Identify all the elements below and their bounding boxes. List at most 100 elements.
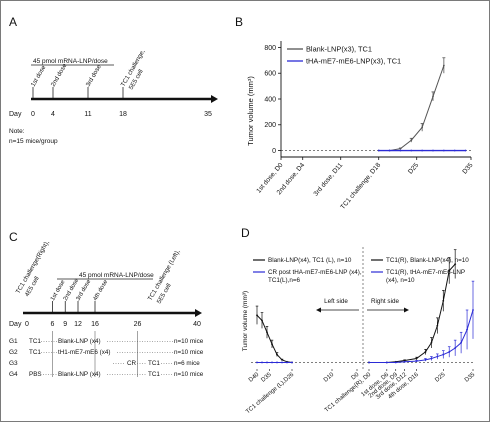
panel-a-event-label: 2nd dose	[50, 62, 69, 88]
panel-d-point	[256, 361, 258, 364]
panel-c-group-id: G1	[9, 338, 18, 345]
panel-c-tick-label: 40	[193, 321, 201, 328]
panel-d-point	[472, 309, 474, 311]
panel-b-y-tick-label: 600	[264, 71, 276, 78]
panel-a-dose-label: 45 pmol mRNA-LNP/dose	[33, 58, 108, 65]
panel-d-chart: Blank-LNP(x4), TC1 (L), n=10 CR post tHA-…	[242, 247, 477, 415]
panel-d-point	[430, 341, 433, 344]
panel-d-point	[281, 361, 283, 364]
panel-d-point	[424, 358, 427, 361]
panel-b-y-tick-label: 0	[272, 148, 276, 155]
panel-c-group-challenge: TC1	[148, 360, 160, 367]
panel-d-legend: Blank-LNP(x4), TC1 (L), n=10 CR post tHA-…	[253, 257, 469, 284]
panel-d-legend-label: TC1(R), Blank-LNP(x4), n=10	[386, 257, 469, 264]
panel-c-arrowhead	[195, 309, 202, 317]
panel-b-legend: Blank-LNP(x3), TC1 tHA-mE7-mE6-LNP(x3), T…	[287, 45, 401, 66]
panel-c-tick-label: 6	[51, 321, 55, 328]
panel-b-point	[432, 95, 434, 98]
panel-d-series	[255, 249, 475, 364]
panel-d-point	[436, 324, 439, 327]
panel-b-x-tick-label: D25	[407, 162, 420, 176]
panel-b-point	[399, 147, 402, 150]
panel-b-point	[421, 149, 424, 152]
panel-c-day-label: Day	[9, 321, 22, 328]
panel-b-point	[410, 139, 413, 142]
panel-b-x-tick-label: D35	[461, 162, 474, 176]
panel-b-point	[442, 149, 445, 152]
panel-c-group-id: G3	[9, 360, 18, 367]
panel-c-tick-label: 9	[63, 321, 67, 328]
panel-b-point	[377, 149, 380, 152]
panel-a-note: Note:	[9, 128, 25, 135]
panel-a-note-n: n=15 mice/group	[9, 138, 58, 145]
panel-c-groups: G1 TC1 Blank-LNP (x4) n=10 mice G2 TC1 tH1-mE7…	[9, 338, 204, 378]
panel-c-group-first: TC1	[29, 349, 41, 356]
panel-b-x-tick-label: 3rd dose, D11	[313, 162, 345, 198]
panel-d-point	[454, 263, 457, 266]
panel-b-point	[410, 149, 413, 152]
panel-c-group-cr: CR	[127, 360, 137, 367]
panel-d-point	[442, 353, 445, 356]
panel-c-tick-label: 16	[91, 321, 99, 328]
panel-d-x-tick-label: D40	[248, 372, 261, 384]
panel-b-x-tick-label: TC1 challenge, D18	[339, 162, 382, 211]
panel-d-right-side-label: Right side	[371, 298, 399, 305]
panel-a-event-label: 3rd dose	[85, 63, 103, 88]
panel-b-series-line	[378, 65, 445, 152]
panel-c-dose-label: 45 pmol mRNA-LNP/dose	[79, 272, 154, 279]
panel-d-point	[276, 353, 278, 356]
panel-d-point	[436, 355, 439, 358]
panel-d-point	[442, 299, 445, 302]
panel-d-point	[430, 357, 433, 360]
panel-c-tick-label: 0	[25, 321, 29, 328]
panel-d-left-arrowhead	[316, 307, 321, 313]
panel-b-point	[464, 149, 467, 152]
panel-a-tick-label: 11	[84, 111, 91, 118]
panel-d-point	[394, 361, 397, 364]
panel-d-x-tick-label: D10	[323, 372, 336, 384]
panel-c-group-treatment: Blank-LNP (x4)	[58, 371, 101, 378]
panel-letter-d: D	[241, 226, 250, 240]
panel-a-tick-label: 35	[204, 111, 212, 118]
panel-b-legend-label: Blank-LNP(x3), TC1	[306, 45, 372, 54]
panel-a-day-label: Day	[9, 111, 22, 118]
panel-d-point	[454, 347, 457, 349]
panel-c-group-n: n=10 mice	[174, 371, 204, 378]
panel-d-x-tick-label: D25	[434, 372, 447, 384]
panel-b-point	[388, 149, 391, 152]
panel-d-legend-label-cont: (x4), n=10	[386, 277, 415, 284]
panel-d-point	[415, 357, 418, 360]
panel-c-timeline: TC1 challenge(Right), 4E5 cell 45 pmol m…	[9, 239, 204, 378]
panel-c-guide-lines	[52, 331, 138, 377]
panel-d-point	[368, 361, 370, 364]
panel-c-tick-label: 12	[74, 321, 82, 328]
panel-d-point	[281, 358, 283, 361]
panel-c-group-id: G2	[9, 349, 18, 356]
panel-a-tick-label: 18	[119, 111, 127, 118]
panel-d-point	[403, 359, 406, 362]
panel-d-series-line	[369, 309, 474, 363]
panel-d-legend-label: Blank-LNP(x4), TC1 (L), n=10	[268, 257, 352, 264]
panel-b-point	[453, 149, 456, 152]
panel-c-group-treatment: tH1-mE7-mE6 (x4)	[58, 349, 110, 356]
panel-d-ylabel: Tumor volume (mm³)	[242, 291, 249, 351]
panel-c-group-first: TC1	[29, 338, 41, 345]
panel-a-arrowhead	[211, 95, 218, 103]
panel-c-group-id: G4	[9, 371, 18, 378]
panel-letter-b: B	[235, 15, 243, 29]
panel-c-group-n: n=6 mice	[174, 360, 200, 367]
panel-b-y-tick-label: 800	[264, 45, 276, 52]
panel-d-point	[466, 328, 468, 331]
panel-d-point	[271, 343, 273, 345]
panel-d-point	[403, 360, 406, 363]
panel-c-dose-event-label: 4th dose	[93, 278, 110, 302]
panel-d-point	[460, 341, 463, 344]
panel-b-ylabel: Tumor volume (mm³)	[246, 76, 255, 146]
panel-b-point	[399, 149, 402, 152]
panel-c-group-n: n=10 mice	[174, 338, 204, 345]
panel-b-y-ticks: 0 200 400 600 800	[264, 45, 281, 155]
